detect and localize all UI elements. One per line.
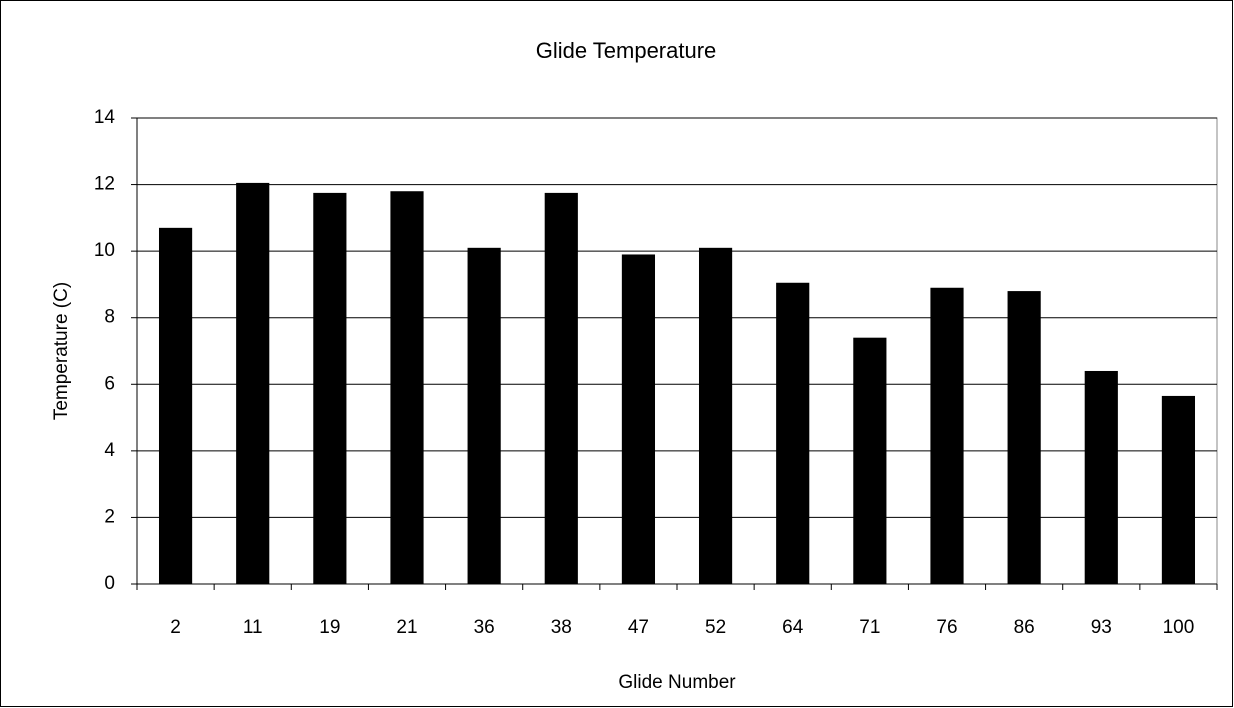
bar xyxy=(158,227,193,585)
y-tick-label: 6 xyxy=(104,373,115,394)
bar xyxy=(313,192,347,584)
y-tick-label: 10 xyxy=(94,240,115,261)
x-axis-title: Glide Number xyxy=(618,672,736,693)
x-tick-label: 19 xyxy=(319,617,340,638)
y-tick-label: 8 xyxy=(104,307,115,328)
y-tick-label: 12 xyxy=(94,174,115,195)
bar xyxy=(544,192,578,584)
x-tick-label: 47 xyxy=(628,617,649,638)
bar xyxy=(467,247,501,585)
x-tick-label: 11 xyxy=(243,617,263,638)
bar xyxy=(1084,370,1118,584)
y-tick-label: 2 xyxy=(104,506,115,527)
bar xyxy=(1007,291,1041,584)
x-tick-label: 71 xyxy=(859,617,880,638)
y-axis-title: Temperature (C) xyxy=(51,282,72,420)
x-tick-label: 52 xyxy=(705,617,726,638)
x-tick-label: 21 xyxy=(396,617,417,638)
bar xyxy=(776,282,810,584)
bar xyxy=(698,247,733,585)
x-tick-label: 100 xyxy=(1163,617,1195,638)
x-tick-label: 64 xyxy=(782,617,804,638)
x-tick-label: 38 xyxy=(551,617,572,638)
chart-title: Glide Temperature xyxy=(536,38,717,63)
y-tick-label: 0 xyxy=(104,573,115,594)
bar xyxy=(1161,395,1196,584)
x-tick-label: 76 xyxy=(936,617,957,638)
y-tick-label: 14 xyxy=(94,107,116,128)
x-tick-label: 86 xyxy=(1014,617,1035,638)
y-tick-label: 4 xyxy=(104,440,115,461)
bar xyxy=(390,191,424,584)
bar xyxy=(930,287,964,584)
bar xyxy=(621,254,656,584)
bar xyxy=(853,337,887,584)
bar xyxy=(236,182,270,584)
x-tick-label: 2 xyxy=(170,617,181,638)
x-tick-label: 93 xyxy=(1091,617,1112,638)
x-tick-label: 36 xyxy=(474,617,495,638)
